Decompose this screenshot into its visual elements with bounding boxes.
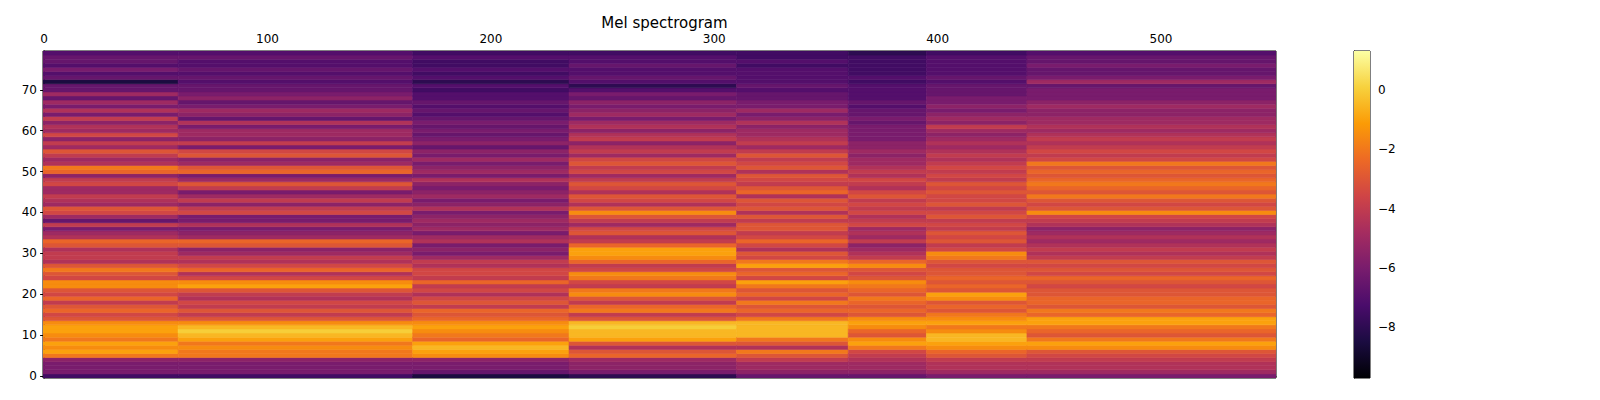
svg-text:100: 100	[256, 32, 279, 46]
svg-text:400: 400	[926, 32, 949, 46]
svg-text:−2: −2	[1378, 142, 1396, 156]
svg-text:−8: −8	[1378, 320, 1396, 334]
svg-text:70: 70	[22, 83, 37, 97]
svg-text:0: 0	[1378, 83, 1386, 97]
svg-text:−4: −4	[1378, 202, 1396, 216]
svg-text:30: 30	[22, 246, 37, 260]
svg-text:200: 200	[479, 32, 502, 46]
svg-text:300: 300	[703, 32, 726, 46]
svg-text:60: 60	[22, 124, 37, 138]
svg-text:Mel spectrogram: Mel spectrogram	[601, 14, 727, 32]
svg-text:20: 20	[22, 287, 37, 301]
svg-text:500: 500	[1150, 32, 1173, 46]
svg-text:0: 0	[29, 369, 37, 383]
svg-text:−6: −6	[1378, 261, 1396, 275]
svg-text:40: 40	[22, 205, 37, 219]
svg-text:10: 10	[22, 328, 37, 342]
svg-text:50: 50	[22, 165, 37, 179]
svg-text:0: 0	[40, 32, 48, 46]
